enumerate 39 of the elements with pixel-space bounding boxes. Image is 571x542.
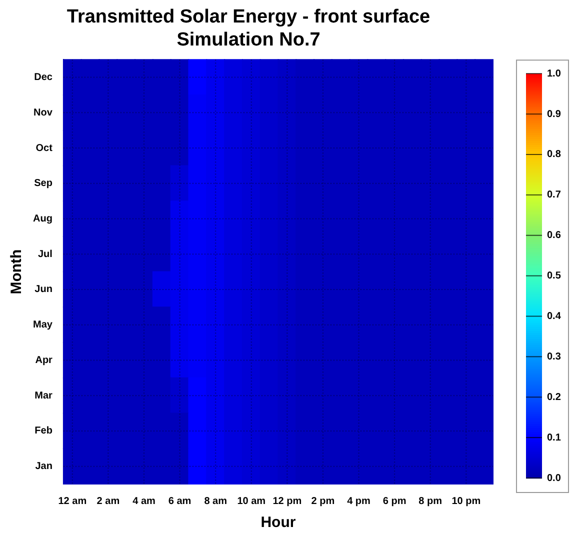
color-bar-label: 0.9 [547,108,562,120]
y-tick-label: Nov [34,107,53,118]
y-tick-label: Jan [35,461,52,472]
x-tick-label: 8 pm [418,496,442,507]
chart-title: Transmitted Solar Energy - front surface [66,6,430,28]
x-tick-label: 6 pm [382,496,406,507]
y-tick-label: Aug [33,214,52,224]
y-tick-label: Sep [34,178,52,190]
x-axis-title: Hour [260,514,296,532]
x-tick-label: 12 pm [272,496,302,507]
x-tick-label: 10 am [237,496,266,507]
y-tick-label: Dec [34,72,53,84]
x-tick-label: 2 am [96,496,120,507]
color-bar-label: 0.5 [547,270,562,282]
x-tick-label: 6 am [168,496,192,507]
x-tick-label: 10 pm [452,496,481,507]
color-bar-label: 0.3 [547,351,562,362]
y-tick-label: Feb [34,426,52,437]
x-tick-label: 4 pm [347,496,371,507]
y-tick-label: Apr [35,354,53,366]
x-tick-label: 12 am [58,496,87,507]
y-axis-title: Month [8,249,26,294]
color-bar-label: 0.7 [547,190,562,201]
x-tick-label: 2 pm [311,496,335,507]
y-tick-label: Oct [36,142,54,154]
y-tick-label: Mar [34,390,53,402]
color-bar-label: 0.6 [547,230,562,242]
x-tick-label: 4 am [132,496,156,507]
color-bar-label: 0.1 [547,432,562,444]
y-tick-label: Jun [34,284,52,296]
color-bar-label: 0.0 [547,472,562,484]
color-bar-label: 1.0 [547,68,562,80]
color-bar-label: 0.8 [547,149,562,160]
color-bar-label: 0.4 [547,310,562,322]
chart-subtitle: Simulation No.7 [176,29,320,50]
y-tick-label: May [33,320,53,331]
x-tick-label: 8 am [204,496,228,507]
color-bar-label: 0.2 [547,392,562,403]
y-tick-label: Jul [38,248,53,260]
